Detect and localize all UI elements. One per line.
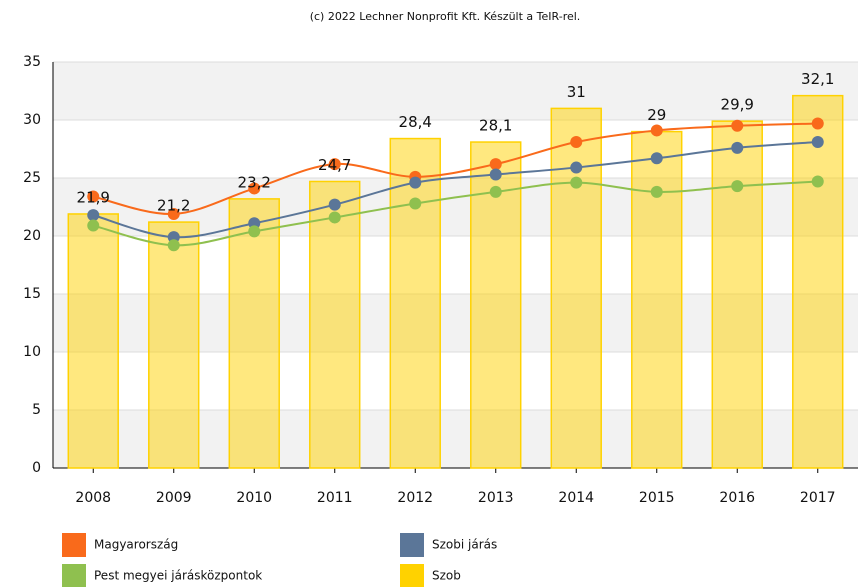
marker — [167, 239, 180, 252]
x-tick-label: 2012 — [397, 490, 433, 506]
bar — [792, 94, 844, 469]
marker — [167, 207, 180, 220]
marker — [811, 117, 824, 130]
data-label: 32,1 — [801, 70, 834, 88]
x-tick-label: 2017 — [800, 490, 836, 506]
data-label: 23,2 — [238, 173, 271, 191]
marker — [489, 185, 502, 198]
y-tick-label: 0 — [32, 460, 41, 476]
marker — [650, 152, 663, 165]
legend-swatch — [400, 533, 424, 557]
marker — [570, 136, 583, 149]
y-tick-label: 30 — [23, 112, 41, 128]
bar — [711, 120, 763, 469]
data-label: 21,9 — [77, 188, 110, 206]
marker — [87, 190, 100, 203]
marker — [570, 161, 583, 174]
marker — [650, 124, 663, 137]
x-tick-label: 2010 — [236, 490, 272, 506]
y-tick-label: 35 — [23, 54, 41, 70]
bar — [309, 180, 361, 469]
marker — [489, 158, 502, 171]
plot-band — [53, 62, 858, 120]
marker — [570, 176, 583, 189]
x-tick-label: 2013 — [478, 490, 514, 506]
marker — [87, 209, 100, 222]
y-tick-label: 20 — [23, 228, 41, 244]
marker — [731, 119, 744, 132]
marker — [328, 211, 341, 224]
legend-label: Szob — [432, 569, 461, 583]
bar — [67, 213, 119, 469]
marker — [731, 180, 744, 193]
bar — [228, 198, 280, 469]
legend-label: Pest megyei járásközpontok — [94, 569, 262, 583]
data-label: 21,2 — [157, 197, 190, 215]
marker — [409, 176, 422, 189]
marker — [650, 185, 663, 198]
bar — [631, 130, 683, 469]
data-label: 28,4 — [399, 113, 432, 131]
data-label: 29,9 — [721, 96, 754, 114]
marker — [409, 197, 422, 210]
bar — [389, 137, 441, 469]
marker — [489, 168, 502, 181]
line — [93, 122, 818, 215]
marker — [87, 219, 100, 232]
legend-label: Magyarország — [94, 538, 178, 552]
legend-swatch — [62, 533, 86, 557]
x-tick-label: 2011 — [317, 490, 353, 506]
marker — [731, 141, 744, 154]
chart-subtitle: (c) 2022 Lechner Nonprofit Kft. Készült … — [310, 10, 581, 23]
marker — [811, 175, 824, 188]
data-label: 24,7 — [318, 156, 351, 174]
x-tick-label: 2008 — [75, 490, 111, 506]
data-label: 31 — [567, 83, 586, 101]
marker — [248, 182, 261, 195]
x-tick-label: 2015 — [639, 490, 675, 506]
bar — [148, 221, 200, 469]
legend-label: Szobi járás — [432, 538, 497, 552]
marker — [328, 198, 341, 211]
x-tick-label: 2009 — [156, 490, 192, 506]
legend-swatch — [400, 564, 424, 587]
y-tick-label: 5 — [32, 402, 41, 418]
x-tick-label: 2016 — [719, 490, 755, 506]
y-tick-label: 10 — [23, 344, 41, 360]
marker — [811, 136, 824, 149]
line — [93, 180, 818, 247]
y-tick-label: 15 — [23, 286, 41, 302]
legend-swatch — [62, 564, 86, 587]
data-label: 29 — [647, 106, 666, 124]
y-tick-label: 25 — [23, 170, 41, 186]
marker — [328, 158, 341, 171]
line — [92, 141, 818, 239]
data-label: 28,1 — [479, 117, 512, 135]
x-tick-label: 2014 — [558, 490, 594, 506]
marker — [248, 225, 261, 238]
